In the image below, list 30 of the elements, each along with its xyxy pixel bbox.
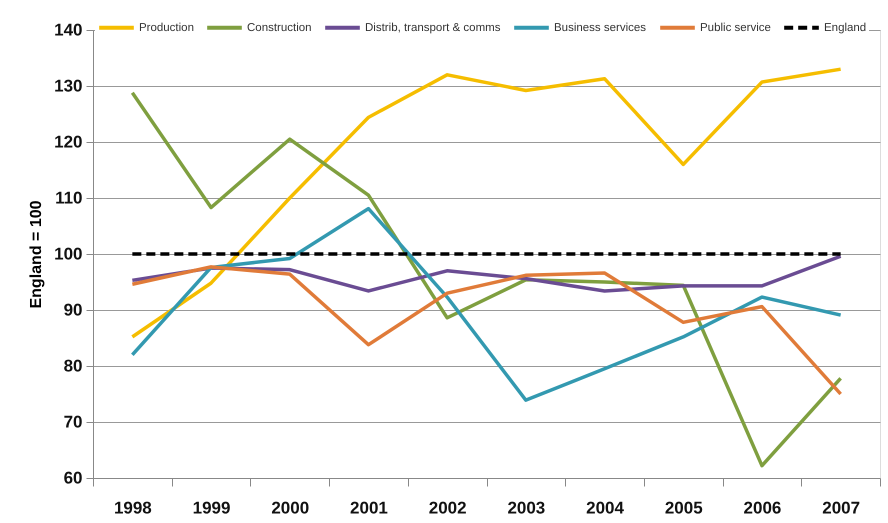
y-tick-label: 80 bbox=[64, 356, 82, 376]
y-tick-label: 130 bbox=[54, 76, 82, 96]
y-axis-title: England = 100 bbox=[28, 200, 46, 309]
y-tick-label: 70 bbox=[64, 412, 82, 432]
x-tick-label: 1998 bbox=[114, 498, 152, 518]
legend-label: Business services bbox=[554, 22, 646, 34]
legend-label: Construction bbox=[247, 22, 312, 34]
x-tick-label: 2004 bbox=[586, 498, 624, 518]
y-tick-label: 100 bbox=[54, 244, 82, 264]
y-tick-label: 140 bbox=[54, 20, 82, 40]
x-tick-label: 1999 bbox=[192, 498, 230, 518]
y-tick-label: 90 bbox=[64, 300, 82, 320]
legend-label: Public service bbox=[700, 22, 771, 34]
y-tick-label: 120 bbox=[54, 132, 82, 152]
legend-label: Production bbox=[139, 22, 194, 34]
x-tick-label: 2000 bbox=[271, 498, 310, 518]
x-tick-label: 2006 bbox=[744, 498, 782, 518]
legend-label: England bbox=[824, 22, 866, 34]
line-series bbox=[130, 265, 842, 396]
x-tick-label: 2001 bbox=[350, 498, 388, 518]
y-tick-label: 60 bbox=[64, 468, 82, 488]
line-series bbox=[130, 206, 842, 402]
x-tick-label: 2007 bbox=[822, 498, 860, 518]
line-series bbox=[130, 67, 842, 339]
x-tick-label: 2002 bbox=[428, 498, 467, 518]
y-tick-label: 110 bbox=[55, 188, 82, 208]
x-tick-label: 2005 bbox=[664, 498, 703, 518]
x-tick-label: 2003 bbox=[507, 498, 546, 518]
legend-label: Distrib, transport & comms bbox=[365, 22, 501, 34]
line-series bbox=[130, 90, 842, 468]
